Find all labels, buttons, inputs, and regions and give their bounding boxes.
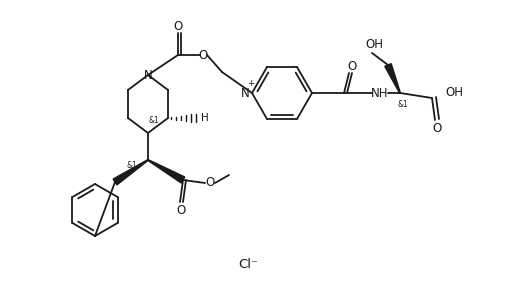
Polygon shape xyxy=(385,64,401,93)
Text: Cl⁻: Cl⁻ xyxy=(238,258,258,271)
Text: O: O xyxy=(198,49,208,61)
Text: &1: &1 xyxy=(149,116,159,124)
Text: O: O xyxy=(432,121,442,134)
Text: &1: &1 xyxy=(127,161,137,170)
Text: +: + xyxy=(247,78,255,88)
Text: O: O xyxy=(347,59,356,73)
Text: O: O xyxy=(173,19,183,33)
Text: &1: &1 xyxy=(397,99,408,108)
Polygon shape xyxy=(148,160,185,183)
Text: OH: OH xyxy=(445,86,463,98)
Text: NH: NH xyxy=(371,86,389,99)
Text: O: O xyxy=(205,176,214,188)
Text: O: O xyxy=(176,203,186,216)
Text: H: H xyxy=(201,113,209,123)
Text: N: N xyxy=(143,69,153,81)
Text: OH: OH xyxy=(365,38,383,51)
Text: N: N xyxy=(241,86,249,99)
Polygon shape xyxy=(113,160,148,185)
